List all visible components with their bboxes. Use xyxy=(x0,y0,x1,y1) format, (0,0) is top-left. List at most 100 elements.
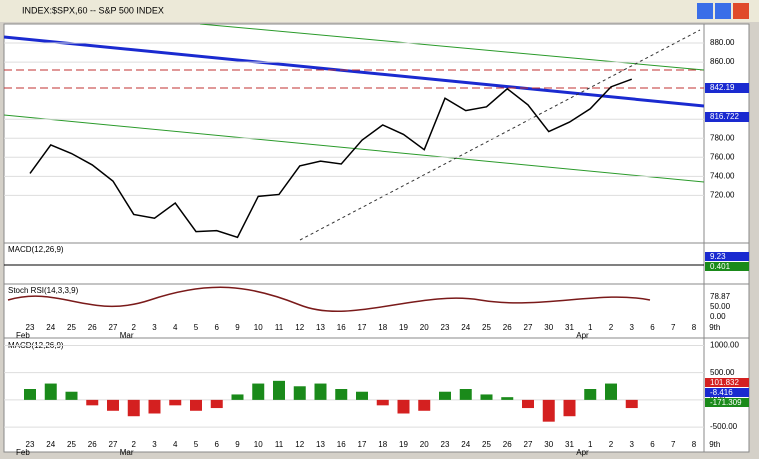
date-label-lower: 11 xyxy=(275,440,284,449)
maximize-button[interactable] xyxy=(715,3,731,19)
readout-box xyxy=(705,252,749,261)
minimize-button[interactable] xyxy=(697,3,713,19)
date-label: 8 xyxy=(692,323,697,332)
date-label: 24 xyxy=(46,323,55,332)
title-bar xyxy=(0,0,759,22)
histogram-bar xyxy=(605,383,617,400)
histogram-bar xyxy=(522,399,534,409)
histogram-bar xyxy=(127,399,140,417)
date-label-lower: 3 xyxy=(152,440,157,449)
date-label: 12 xyxy=(295,323,304,332)
histogram-bar xyxy=(397,399,410,414)
histogram-bar xyxy=(356,391,368,400)
histogram-bar xyxy=(107,399,119,411)
histogram-bar xyxy=(459,389,472,400)
readout: 78.87 xyxy=(710,292,731,301)
histogram-bar xyxy=(273,380,285,400)
histogram-bar xyxy=(418,399,431,411)
window-title: INDEX:$SPX,60 -- S&P 500 INDEX xyxy=(22,5,164,15)
date-label: 30 xyxy=(544,323,553,332)
date-label: 9th xyxy=(709,323,720,332)
histogram-bar xyxy=(24,389,36,400)
date-label: 3 xyxy=(152,323,157,332)
histogram-bar xyxy=(584,389,597,400)
histogram-bar xyxy=(439,391,451,400)
date-label-lower: 5 xyxy=(194,440,199,449)
date-label: 23 xyxy=(441,323,450,332)
date-label: 18 xyxy=(378,323,387,332)
date-label: 16 xyxy=(337,323,346,332)
date-label: 6 xyxy=(215,323,220,332)
date-label: 10 xyxy=(254,323,263,332)
date-label-lower: 10 xyxy=(254,440,263,449)
date-label-lower: 7 xyxy=(671,440,676,449)
date-label-lower: 2 xyxy=(609,440,614,449)
level-box xyxy=(705,112,749,122)
price-clip xyxy=(29,78,633,239)
date-label-lower: 25 xyxy=(482,440,491,449)
date-label: 13 xyxy=(316,323,325,332)
month-label: Feb xyxy=(16,448,30,457)
date-label-lower: 20 xyxy=(420,440,429,449)
readout-box xyxy=(705,378,749,387)
y-tick-label: 1000.00 xyxy=(710,341,739,350)
date-label: 26 xyxy=(503,323,512,332)
date-label-lower: 6 xyxy=(215,440,220,449)
histogram-bar xyxy=(86,399,99,406)
histogram-bar xyxy=(210,399,223,409)
date-label-lower: 27 xyxy=(109,440,118,449)
readout: 50.00 xyxy=(710,302,731,311)
date-label: 17 xyxy=(358,323,367,332)
date-label-lower: 9th xyxy=(709,440,720,449)
readout: -8.416 xyxy=(710,388,733,397)
readout: 0.401 xyxy=(710,262,731,271)
histogram-bar xyxy=(314,383,327,400)
date-label-lower: 25 xyxy=(67,440,76,449)
histogram-bar xyxy=(252,383,265,400)
date-label: 2 xyxy=(609,323,614,332)
readout-box xyxy=(705,398,749,407)
date-label-lower: 24 xyxy=(46,440,55,449)
month-label: Feb xyxy=(16,331,30,340)
date-label: 9 xyxy=(235,323,240,332)
date-label-lower: 2 xyxy=(132,440,137,449)
histogram-bar xyxy=(480,394,493,400)
date-label-lower: 30 xyxy=(544,440,553,449)
date-label: 19 xyxy=(399,323,408,332)
y-tick-label: 500.00 xyxy=(710,368,735,377)
level-label: 816.722 xyxy=(710,112,739,121)
histogram-bar xyxy=(501,397,514,400)
date-label: 5 xyxy=(194,323,199,332)
last-price-box xyxy=(705,83,749,93)
date-label: 25 xyxy=(482,323,491,332)
date-label: 20 xyxy=(420,323,429,332)
date-label-lower: 13 xyxy=(316,440,325,449)
histogram-bar xyxy=(169,399,182,406)
y-tick-label: 860.00 xyxy=(710,57,735,66)
close-button[interactable] xyxy=(733,3,749,19)
date-label-lower: 8 xyxy=(692,440,697,449)
date-label-lower: 19 xyxy=(399,440,408,449)
date-label: 1 xyxy=(588,323,593,332)
readout: 101.832 xyxy=(710,378,739,387)
readout-box xyxy=(705,388,749,397)
date-label: 31 xyxy=(565,323,574,332)
y-tick-label: 720.00 xyxy=(710,191,735,200)
y-tick-label: 880.00 xyxy=(710,38,735,47)
price-line xyxy=(29,78,633,239)
month-label: Apr xyxy=(576,331,589,340)
date-label-lower: 12 xyxy=(295,440,304,449)
histogram-bar xyxy=(625,399,638,409)
date-label: 3 xyxy=(630,323,635,332)
date-label-lower: 23 xyxy=(441,440,450,449)
chart-area xyxy=(3,23,750,453)
pane-label: MACD(12,26,9) xyxy=(8,245,64,254)
readout-box xyxy=(705,262,749,271)
date-label-lower: 18 xyxy=(378,440,387,449)
histogram-bar xyxy=(231,394,244,400)
date-label-lower: 1 xyxy=(588,440,593,449)
date-label-lower: 4 xyxy=(173,440,178,449)
trendline xyxy=(4,35,704,108)
date-label: 4 xyxy=(173,323,178,332)
